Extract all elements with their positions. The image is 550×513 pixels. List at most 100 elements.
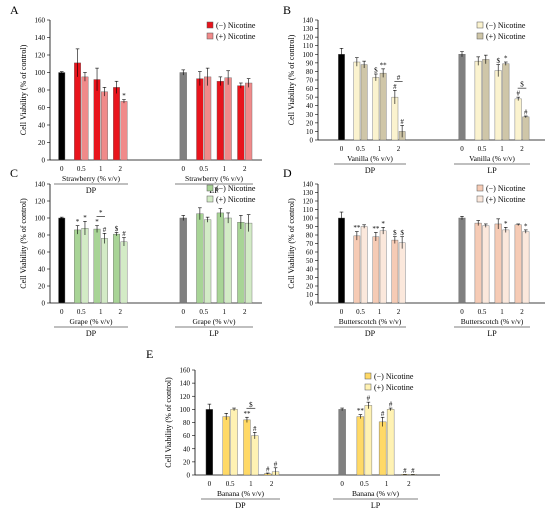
bar-ctrl [338,409,346,476]
x-axis-label: Vanilla (% v/v) [469,154,515,163]
legend-label-neg: (−) Nicotine [486,21,526,30]
group-label: LP [209,186,219,195]
y-tick-label: 120 [303,198,314,206]
y-axis-label: Cell Viability (% of control) [287,198,296,289]
bar-pos [386,409,395,476]
group-lp: 0 0.5 1 2**#### #Banana (% v/v)LP [333,395,418,510]
y-tick-label: 140 [35,34,46,42]
y-tick-label: 20 [183,458,191,466]
bar-neg [514,98,522,141]
y-tick-label: 40 [183,445,191,453]
significance-marker: # [393,83,397,91]
panel-letter: C [10,166,18,180]
legend-swatch-neg [364,372,372,380]
group-label: LP [209,329,219,338]
x-tick-label: 2 [243,308,247,316]
x-tick-label: 2 [397,308,401,316]
x-tick-label: 0.5 [77,308,86,316]
y-tick-label: 0 [187,472,191,480]
bar-pos [482,225,490,304]
bar-pos [398,242,406,304]
bar-pos [245,82,253,161]
bar-pos [364,405,373,476]
x-tick-label: 2 [520,308,524,316]
panel-b: B0102030405060708090100110120130140Cell … [283,3,545,175]
legend: (−) Nicotine (+) Nicotine [364,372,414,392]
significance-marker: ** [243,410,251,418]
group-dp: 0 0.5 1 2**#$##Banana (% v/v)DP [201,401,280,510]
y-axis-label: Cell Viability (% of control) [164,377,173,468]
y-tick-label: 100 [180,406,191,414]
bar-pos [502,229,510,304]
y-tick-label: 80 [306,232,314,240]
significance-marker: # [389,401,393,409]
x-tick-label: 0.5 [478,145,487,153]
bar-neg [196,213,204,304]
bar-pos [502,63,510,141]
bar-neg [113,233,120,304]
bar-ctrl [338,54,345,141]
y-tick-label: 40 [38,122,46,130]
significance-marker: # [266,466,270,474]
x-tick-label: 0.5 [226,480,235,488]
bar-neg [356,416,365,476]
significance-marker: # [400,118,404,126]
group-lp: 0 0.5 1 2$ *##$Vanilla (% v/v)LP [454,51,530,175]
legend-label-pos: (+) Nicotine [486,32,526,41]
y-tick-label: 140 [180,380,191,388]
x-axis-label: Strawberry (% v/v) [185,174,243,183]
significance-marker: * [122,92,126,100]
legend-swatch-neg [476,21,484,29]
y-tick-label: 0 [42,157,46,165]
x-tick-label: 0 [340,308,344,316]
y-tick-label: 30 [306,274,314,282]
bar-neg [474,60,482,141]
significance-marker: # [403,467,407,475]
y-axis-label: Cell Viability (% of control) [287,34,296,125]
bar-neg [372,77,380,141]
group-label: DP [86,186,97,195]
bar-neg [74,62,81,161]
x-tick-label: 0 [60,308,64,316]
bar-pos [360,64,368,141]
y-tick-label: 70 [306,240,314,248]
x-tick-label: 1 [99,165,103,173]
significance-marker: $ [374,67,378,75]
panel-letter: B [283,3,291,17]
bar-neg [353,61,361,141]
bar-ctrl [179,217,187,304]
x-tick-label: 2 [520,145,524,153]
bar-pos [230,409,238,476]
significance-marker: ** [380,61,388,69]
bar-neg [353,235,361,304]
significance-marker: ** [357,407,365,415]
bar-pos [204,76,212,161]
x-tick-label: 1 [385,480,389,488]
x-tick-label: 2 [270,480,274,488]
legend-label-pos: (+) Nicotine [374,383,414,392]
y-tick-label: 40 [306,266,314,274]
bar-pos [379,72,387,141]
bar-pos [522,231,530,304]
significance-bracket-label: # [397,74,401,82]
y-tick-label: 0 [42,300,46,308]
significance-marker: * [76,218,80,226]
y-tick-label: 120 [35,198,46,206]
y-tick-label: 20 [38,139,46,147]
significance-marker: * [95,218,99,226]
x-tick-label: 0.5 [356,145,365,153]
x-tick-label: 0 [340,145,344,153]
y-tick-label: 120 [35,52,46,60]
bar-neg [514,224,522,304]
x-tick-label: 0 [340,480,344,488]
x-tick-label: 2 [119,165,123,173]
significance-marker: * [504,220,508,228]
panel-letter: A [10,3,19,17]
group-label: LP [487,166,497,175]
legend-label-neg: (−) Nicotine [216,184,256,193]
significance-marker: # [253,425,257,433]
bar-neg [222,416,230,476]
legend-swatch-pos [476,32,484,40]
